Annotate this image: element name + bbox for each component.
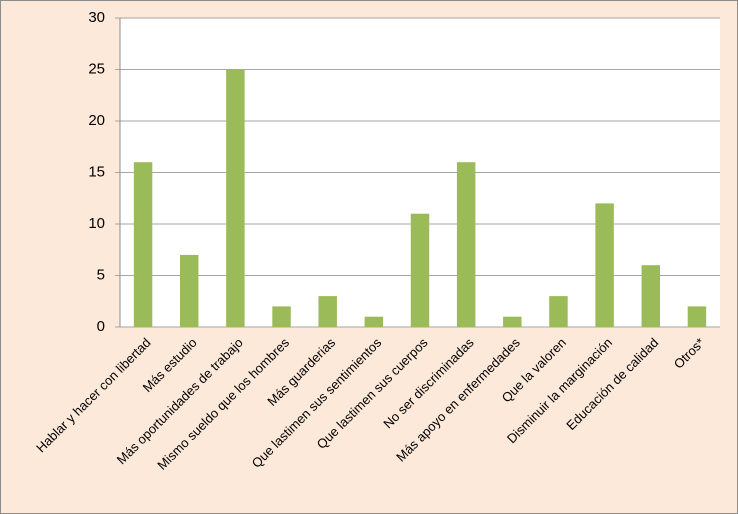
bar <box>180 254 199 327</box>
y-tick-label: 25 <box>88 60 105 77</box>
bar <box>410 213 430 327</box>
bar <box>503 316 522 327</box>
y-tick-label: 30 <box>88 9 105 26</box>
bar <box>318 296 337 327</box>
bar <box>595 203 614 327</box>
y-tick-label: 0 <box>97 318 105 335</box>
bar <box>641 265 660 327</box>
bar <box>364 316 384 327</box>
bar <box>456 162 476 327</box>
y-tick-label: 10 <box>88 215 105 232</box>
bar <box>272 306 291 327</box>
y-tick-label: 15 <box>88 163 105 180</box>
y-tick-label: 5 <box>97 266 105 283</box>
y-tick-label: 20 <box>88 112 105 129</box>
bar <box>687 306 707 327</box>
bar <box>549 296 568 327</box>
bar <box>133 162 153 327</box>
bar <box>226 69 245 327</box>
